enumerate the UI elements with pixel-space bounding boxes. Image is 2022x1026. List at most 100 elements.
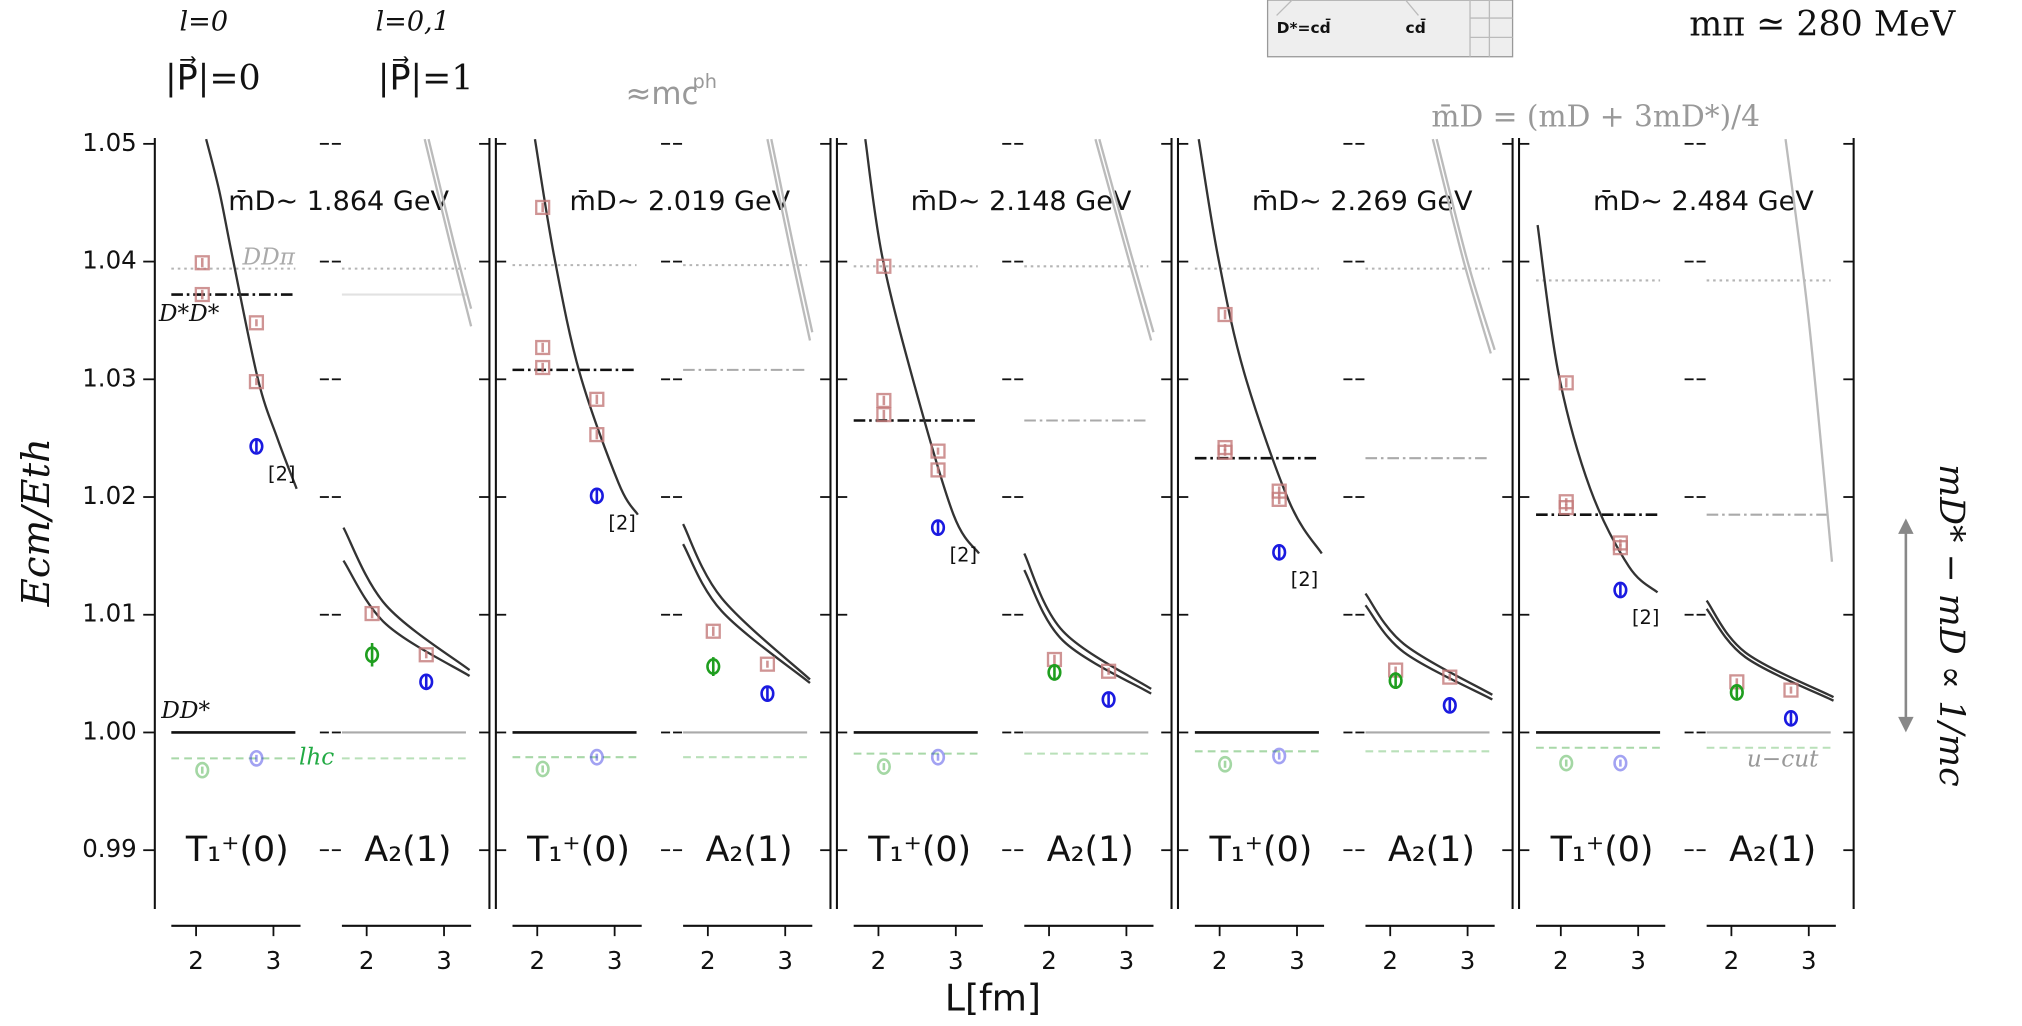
noninteracting-curve	[1023, 553, 1152, 690]
energy-marker	[1272, 747, 1287, 765]
energy-level	[1612, 540, 1628, 556]
noninteracting-curve	[1431, 138, 1492, 354]
noninteracting-curve	[205, 138, 298, 490]
energy-level	[589, 487, 604, 505]
energy-marker	[589, 748, 604, 766]
energy-level	[760, 685, 775, 702]
energy-level	[195, 761, 210, 779]
energy-level	[706, 657, 721, 676]
energy-level	[876, 392, 892, 409]
energy-marker	[589, 391, 605, 407]
x-tick-label: 3	[607, 946, 623, 975]
x-tick-label: 3	[1460, 946, 1476, 975]
mass-label: m̄D∼ 2.019 GeV	[569, 186, 790, 217]
energy-marker	[706, 658, 721, 675]
energy-marker	[760, 685, 775, 702]
energy-level	[1101, 691, 1116, 708]
irrep-label: A₂(1)	[364, 830, 451, 870]
x-tick-label: 3	[436, 946, 452, 975]
energy-level	[249, 749, 264, 767]
noninteracting-curve	[682, 543, 811, 684]
noninteracting-curve	[1435, 138, 1496, 351]
energy-marker	[364, 605, 380, 622]
noninteracting-curve	[1536, 224, 1659, 594]
y-tick-label: 0.99	[82, 834, 137, 863]
noninteracting-curve	[1364, 604, 1493, 701]
irrep-label: A₂(1)	[1388, 830, 1475, 870]
energy-level	[930, 748, 946, 766]
noninteracting-curve	[1705, 608, 1835, 702]
energy-marker	[876, 758, 891, 775]
x-tick-label: 2	[871, 946, 887, 975]
energy-marker	[535, 199, 551, 216]
energy-level	[1101, 663, 1117, 679]
energy-marker	[1612, 540, 1628, 556]
panel	[341, 138, 473, 760]
energy-level	[1558, 500, 1574, 516]
noninteracting-curve	[342, 527, 471, 671]
degeneracy-note: [2]	[1291, 568, 1318, 591]
energy-marker	[1047, 664, 1062, 681]
energy-marker	[1783, 682, 1799, 698]
threshold-label: D*D*	[158, 300, 220, 327]
energy-level	[589, 391, 605, 407]
irrep-label: T₁⁺(0)	[185, 830, 289, 870]
noninteracting-curve	[423, 138, 473, 327]
energy-marker	[248, 315, 265, 331]
energy-level	[876, 258, 892, 274]
noninteracting-curve	[1023, 569, 1152, 695]
energy-level	[1217, 444, 1233, 460]
energy-marker	[876, 258, 892, 274]
energy-marker	[194, 286, 210, 303]
x-tick-label: 2	[1382, 946, 1398, 975]
energy-marker	[930, 748, 946, 766]
energy-level	[194, 286, 210, 303]
energy-level	[419, 673, 434, 691]
energy-level	[1729, 684, 1744, 701]
energy-level	[535, 199, 551, 216]
threshold-label: DDπ	[241, 243, 295, 270]
x-tick-label: 2	[529, 946, 545, 975]
irrep-label: T₁⁺(0)	[1550, 830, 1654, 870]
energy-level	[589, 748, 604, 766]
energy-level	[1442, 697, 1457, 714]
energy-level	[249, 438, 264, 455]
energy-marker	[1558, 375, 1574, 391]
irrep-label: A₂(1)	[706, 830, 793, 870]
inset-box	[1266, 0, 1514, 58]
mass-label: m̄D∼ 2.269 GeV	[1252, 186, 1473, 217]
energy-level	[1272, 543, 1287, 561]
mass-label: m̄D∼ 2.148 GeV	[911, 186, 1132, 217]
energy-marker	[1613, 754, 1628, 772]
energy-marker	[930, 519, 946, 537]
energy-marker	[535, 339, 551, 356]
energy-marker	[1217, 444, 1233, 460]
energy-marker	[194, 255, 210, 271]
energy-level	[194, 255, 210, 271]
energy-marker	[589, 427, 605, 443]
degeneracy-note: [2]	[268, 462, 295, 485]
energy-level	[1613, 754, 1628, 772]
energy-level	[589, 427, 605, 443]
energy-marker	[418, 647, 434, 663]
y-tick-label: 1.01	[82, 599, 137, 628]
energy-marker	[1217, 306, 1233, 323]
energy-level	[930, 519, 946, 537]
energy-marker	[1271, 491, 1287, 507]
energy-marker	[1559, 754, 1574, 772]
x-tick-label: 3	[777, 946, 793, 975]
momentum-label: |P⃗|=0	[165, 56, 261, 98]
energy-level	[1046, 651, 1063, 668]
irrep-label: A₂(1)	[1047, 830, 1134, 870]
panel	[1536, 224, 1661, 772]
energy-level	[1047, 664, 1062, 681]
noninteracting-curve	[682, 523, 811, 681]
threshold-label: u−cut	[1747, 746, 1819, 773]
energy-level	[1217, 755, 1233, 773]
energy-marker	[876, 392, 892, 409]
noninteracting-curve	[342, 559, 471, 677]
energy-marker	[705, 623, 721, 639]
mass-definition: m̄D = (mD + 3mD*)/4	[1431, 99, 1760, 134]
energy-marker	[1558, 500, 1574, 516]
